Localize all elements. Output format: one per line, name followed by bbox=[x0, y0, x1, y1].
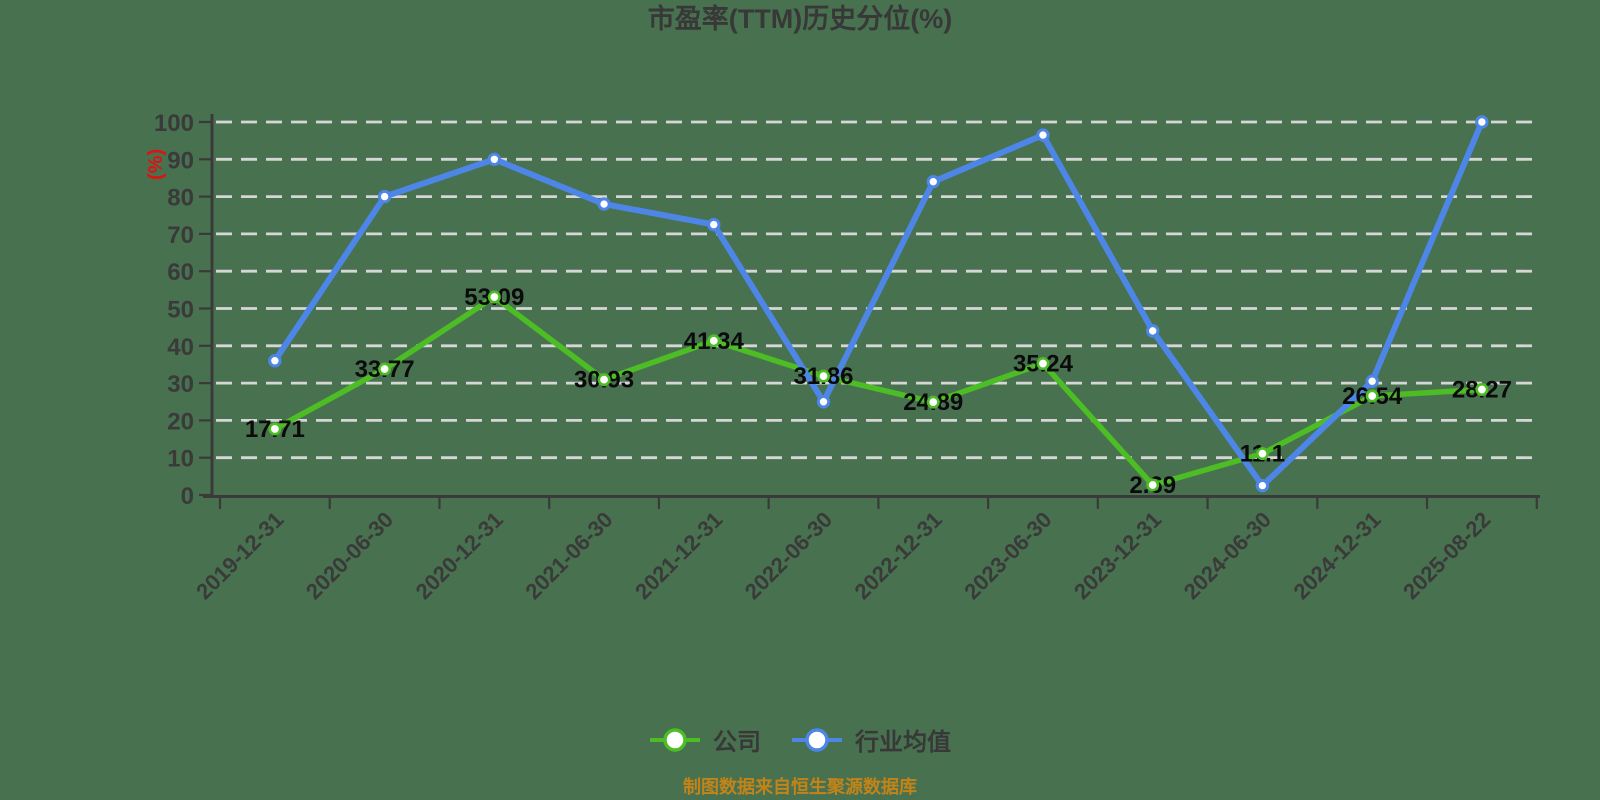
y-tick-label: 30 bbox=[167, 371, 194, 398]
series-industry-point bbox=[597, 197, 611, 211]
legend-label-industry: 行业均值 bbox=[855, 729, 951, 756]
series-company-point bbox=[817, 369, 831, 383]
series-company-point bbox=[1365, 389, 1379, 403]
legend: 公司 行业均值 bbox=[0, 722, 1600, 757]
y-tick-label: 70 bbox=[167, 222, 194, 249]
series-company-point bbox=[1255, 447, 1269, 461]
x-tick-label: 2023-12-31 bbox=[1069, 507, 1166, 604]
series-company-point bbox=[1475, 383, 1489, 397]
series-industry-point bbox=[1146, 324, 1160, 338]
chart-title: 市盈率(TTM)历史分位(%) bbox=[647, 4, 953, 34]
y-axis-unit-label: (%) bbox=[145, 149, 167, 180]
series-industry-line bbox=[271, 119, 1485, 489]
series-company-point bbox=[487, 290, 501, 304]
series-industry-point bbox=[487, 152, 502, 167]
x-tick-label: 2022-06-30 bbox=[740, 507, 837, 604]
series-industry-point bbox=[816, 395, 831, 409]
y-tick-label: 90 bbox=[167, 147, 194, 174]
x-tick-label: 2020-12-31 bbox=[411, 507, 508, 604]
series-industry-point bbox=[377, 189, 392, 204]
legend-item-industry[interactable]: 行业均值 bbox=[791, 722, 951, 757]
x-tick-label: 2021-06-30 bbox=[520, 507, 617, 604]
y-tick-label: 100 bbox=[154, 110, 194, 137]
series-industry-point bbox=[926, 174, 940, 189]
x-tick-label: 2025-08-22 bbox=[1398, 507, 1495, 604]
y-tick-label: 40 bbox=[167, 334, 194, 361]
x-tick-label: 2021-12-31 bbox=[630, 507, 727, 604]
legend-marker-company-icon bbox=[650, 727, 700, 752]
series-industry-point bbox=[268, 354, 282, 368]
series-company-point bbox=[268, 422, 282, 436]
x-tick-label: 2020-06-30 bbox=[301, 507, 398, 604]
y-tick-label: 0 bbox=[181, 483, 194, 510]
series-industry-point bbox=[707, 217, 721, 232]
y-tick-label: 80 bbox=[167, 185, 194, 212]
x-tick-label: 2023-06-30 bbox=[959, 507, 1056, 604]
series-company-point bbox=[378, 362, 392, 376]
series-industry-point bbox=[1475, 115, 1489, 129]
x-tick-label: 2022-12-31 bbox=[850, 507, 947, 604]
series-company-point bbox=[1146, 478, 1160, 492]
series-company-point bbox=[1036, 357, 1050, 371]
y-tick-label: 10 bbox=[167, 446, 194, 473]
x-tick-label: 2019-12-31 bbox=[191, 507, 288, 604]
data-source-note: 制图数据来自恒生聚源数据库 bbox=[683, 777, 917, 797]
x-tick-label: 2024-06-30 bbox=[1179, 507, 1276, 604]
legend-label-company: 公司 bbox=[713, 729, 761, 756]
series-company-point bbox=[707, 334, 721, 348]
y-tick-label: 60 bbox=[167, 259, 194, 286]
series-industry-point bbox=[1365, 374, 1379, 388]
series-industry-point bbox=[1036, 128, 1050, 142]
series-company-point bbox=[597, 373, 611, 387]
series-company-line bbox=[272, 294, 1485, 488]
y-tick-label: 50 bbox=[167, 297, 194, 324]
y-tick-label: 20 bbox=[167, 408, 194, 435]
series-company-point bbox=[926, 395, 940, 409]
series-industry-point bbox=[1255, 478, 1270, 493]
legend-marker-industry-icon bbox=[792, 727, 842, 752]
legend-item-company[interactable]: 公司 bbox=[649, 722, 761, 757]
x-tick-label: 2024-12-31 bbox=[1288, 507, 1385, 604]
